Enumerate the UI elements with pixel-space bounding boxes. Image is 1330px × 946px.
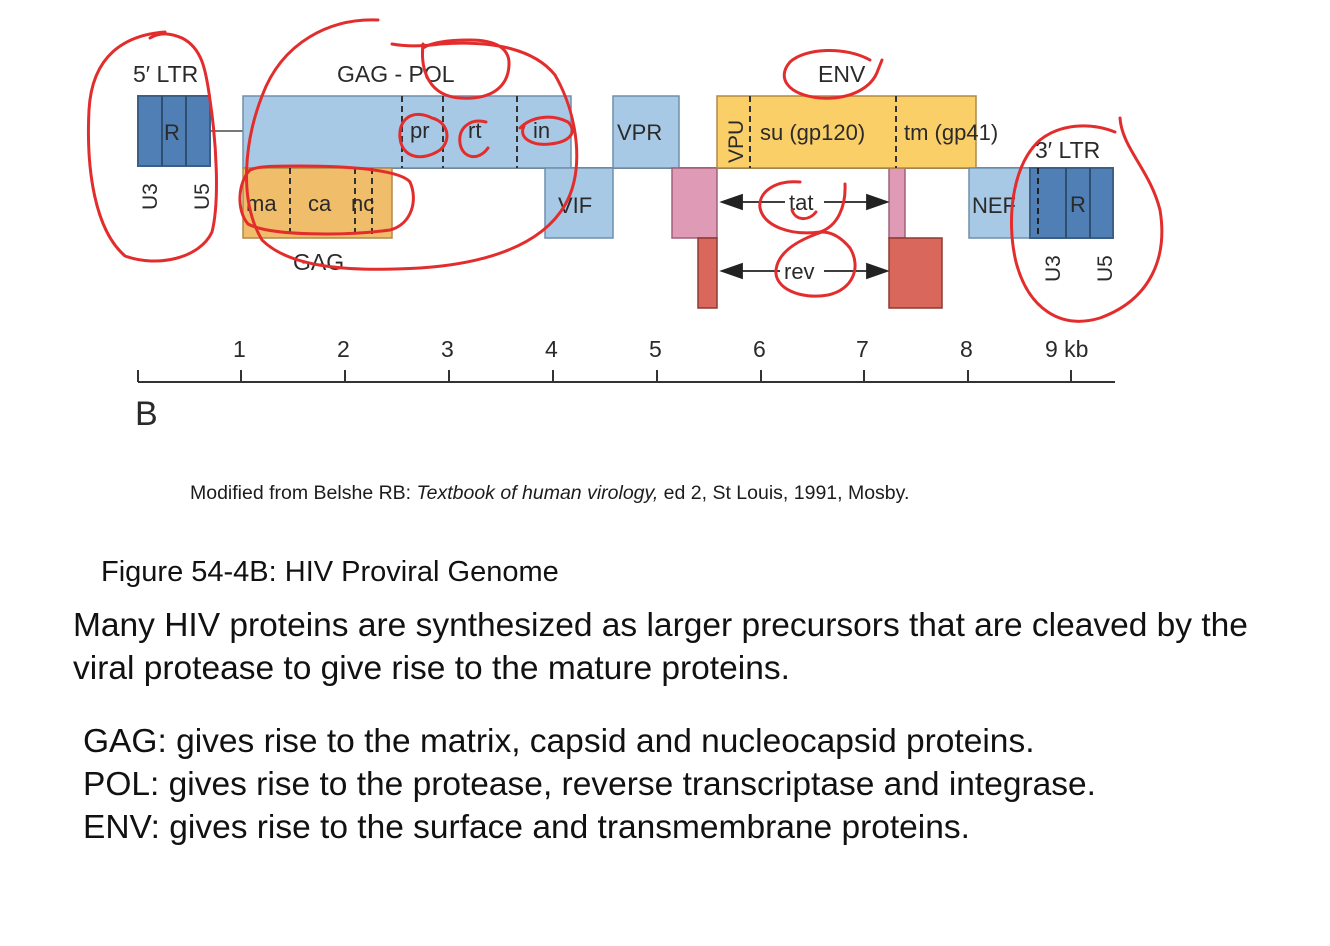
gag-description: GAG: gives rise to the matrix, capsid an… — [83, 723, 1035, 760]
rev-exon1-block — [697, 237, 718, 309]
rt-label: rt — [468, 118, 481, 143]
su-label: su (gp120) — [760, 120, 865, 145]
citation: Modified from Belshe RB: Textbook of hum… — [190, 482, 909, 505]
scale-tick-label-5: 5 — [649, 336, 662, 362]
annotation-pol-circle — [420, 38, 511, 100]
gag-pol-label: GAG - POL — [337, 61, 455, 87]
citation-suffix: ed 2, St Louis, 1991, Mosby. — [658, 482, 910, 504]
annotation-in-circle — [518, 115, 574, 146]
vpu-label: VPU — [725, 120, 748, 163]
nef-block — [968, 167, 1031, 239]
env-block — [716, 95, 977, 169]
tat-exon2-block — [888, 167, 906, 239]
scale-tick-label-4: 4 — [545, 336, 558, 362]
scale-tick-label-9kb: 9 kb — [1045, 336, 1088, 362]
ltr5-label: 5′ LTR — [133, 61, 198, 87]
scale-tick-label-7: 7 — [856, 336, 869, 362]
ltr5-block — [137, 95, 211, 167]
annotation-gag-circle — [238, 164, 415, 236]
ltr5-r-label: R — [164, 120, 180, 145]
annotation-pr-circle — [398, 112, 449, 159]
gag-block — [242, 167, 393, 239]
pr-label: pr — [410, 118, 430, 143]
in-label: in — [533, 118, 550, 143]
hiv-genome-diagram: 5′ LTR R U3 U5 GAG - POL pr rt in ma ca … — [87, 18, 1164, 433]
env-label: ENV — [818, 61, 866, 87]
ltr3-u5-label: U5 — [1094, 255, 1117, 282]
annotation-ltr5-circle — [87, 30, 218, 263]
env-description: ENV: gives rise to the surface and trans… — [83, 809, 970, 846]
annotation-tat-circle — [758, 180, 847, 235]
ltr5-u5-label: U5 — [191, 183, 214, 210]
citation-title: Textbook of human virology, — [416, 482, 659, 504]
ltr3-r-label: R — [1070, 192, 1086, 217]
annotation-env-circle — [782, 49, 884, 100]
annotation-ltr3-circle — [1010, 116, 1164, 323]
ltr5-u3-label: U3 — [139, 183, 162, 210]
ltr3-block — [1029, 167, 1114, 239]
tat-exon1-block — [671, 167, 718, 239]
pol-description: POL: gives rise to the protease, reverse… — [83, 766, 1096, 803]
scale-tick-label-2: 2 — [337, 336, 350, 362]
annotation-rev-circle — [774, 230, 857, 298]
panel-letter: B — [135, 395, 158, 433]
rev-label: rev — [784, 259, 815, 284]
kb-scale-axis — [137, 370, 1115, 383]
vpr-label: VPR — [617, 120, 662, 145]
precursor-paragraph: Many HIV proteins are synthesized as lar… — [73, 607, 1248, 687]
rev-exon2-block — [888, 237, 943, 309]
annotation-gagpol-circle — [245, 18, 579, 271]
ca-label: ca — [308, 191, 332, 216]
scale-tick-label-6: 6 — [753, 336, 766, 362]
scale-tick-label-3: 3 — [441, 336, 454, 362]
tm-label: tm (gp41) — [904, 120, 998, 145]
figure-caption: Figure 54-4B: HIV Proviral Genome — [101, 556, 559, 588]
nc-label: nc — [351, 191, 374, 216]
scale-tick-label-1: 1 — [233, 336, 246, 362]
annotation-tat-hook — [790, 208, 818, 220]
ltr3-u3-label: U3 — [1042, 255, 1065, 282]
citation-prefix: Modified from Belshe RB: — [190, 482, 417, 504]
gene-description-list: GAG: gives rise to the matrix, capsid an… — [83, 720, 1096, 849]
scale-tick-label-8: 8 — [960, 336, 973, 362]
annotation-rt-swirl — [458, 119, 490, 159]
ltr3-label: 3′ LTR — [1035, 137, 1100, 163]
rev-arrow — [719, 262, 890, 280]
red-annotations — [87, 18, 1164, 323]
vpr-block — [612, 95, 680, 169]
vif-block — [544, 167, 614, 239]
nef-label: NEF — [972, 193, 1016, 218]
